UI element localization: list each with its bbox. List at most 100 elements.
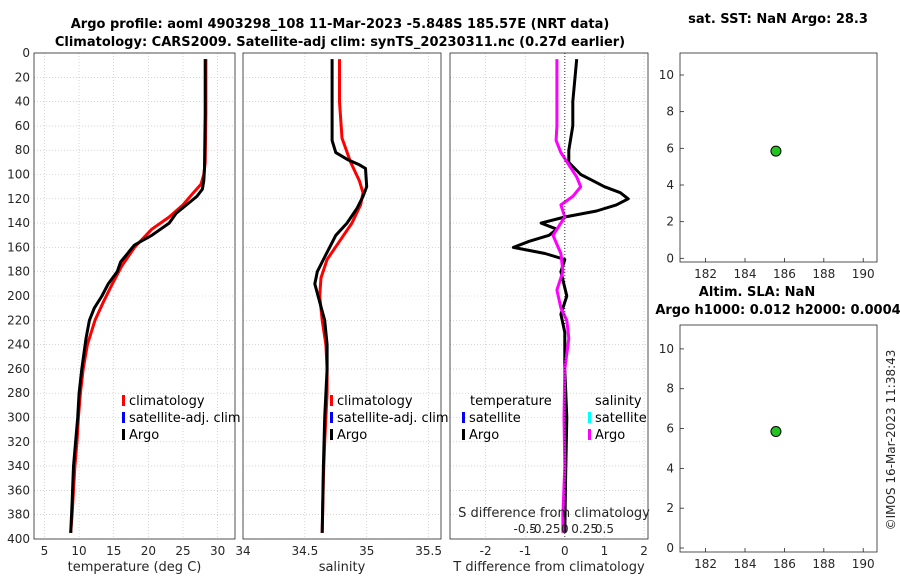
- depth-tick-label: 200: [7, 289, 30, 303]
- temperature-panel: 0 20 40 60 80 100 120 140 160 180 200 220 240 260 280 3…: [7, 46, 241, 575]
- depth-tick-label: 40: [15, 95, 30, 109]
- x-tick-label: 2: [640, 544, 648, 558]
- x-tick-label: 35: [359, 544, 374, 558]
- imos-watermark: ©IMOS 16-Mar-2023 11:38:43: [884, 350, 898, 531]
- plot-frame: [679, 52, 878, 263]
- plot-frame: [33, 52, 236, 540]
- x-tick-label: 190: [852, 557, 875, 571]
- depth-tick-label: 100: [7, 168, 30, 182]
- x-tick-label: 35.5: [415, 544, 442, 558]
- x-tick-label: 188: [812, 557, 835, 571]
- x-tick-label: 25: [175, 544, 190, 558]
- y-tick-label: 10: [659, 68, 674, 82]
- legend-swatch: [462, 412, 465, 423]
- legend-title-salinity: salinity: [595, 394, 642, 409]
- depth-tick-label: 400: [7, 532, 30, 546]
- x-tick-label: 5: [41, 544, 49, 558]
- x-tick-label: -2: [480, 544, 492, 558]
- sla-panel-subtitle: Argo h1000: 0.012 h2000: 0.0004: [655, 303, 900, 318]
- sla-panel-title: Altim. SLA: NaN: [699, 285, 815, 300]
- depth-tick-label: 120: [7, 192, 30, 206]
- legend-label: satellite: [595, 411, 647, 426]
- series-line-argo: [313, 59, 369, 533]
- plot-frame: [679, 324, 878, 553]
- depth-tick-label: 380: [7, 508, 30, 522]
- x-axis-label: salinity: [319, 560, 366, 575]
- sst-panel-title: sat. SST: NaN Argo: 28.3: [688, 12, 868, 27]
- argo-point: [770, 145, 782, 157]
- legend-swatch: [330, 395, 333, 406]
- legend-label: satellite-adj. clim: [337, 411, 449, 426]
- salinity-diff-tick-label: 0.5: [595, 522, 614, 536]
- x-tick-label: 30: [210, 544, 225, 558]
- x-tick-label: 184: [734, 267, 757, 281]
- y-tick-label: 8: [666, 382, 674, 396]
- depth-tick-label: 80: [15, 143, 30, 157]
- legend-label: satellite-adj. clim: [129, 411, 241, 426]
- salinity-diff-axis-label: S difference from climatology: [458, 506, 650, 521]
- salinity-diff-tick-label: 0.25: [571, 522, 598, 536]
- y-tick-label: 0: [666, 251, 674, 265]
- plot-frame: [242, 52, 442, 540]
- y-tick-label: 4: [666, 178, 674, 192]
- y-tick-label: 0: [666, 541, 674, 555]
- x-tick-label: 20: [141, 544, 156, 558]
- x-tick-label: -1: [519, 544, 531, 558]
- legend-label: climatology: [129, 394, 205, 409]
- y-tick-label: 6: [666, 141, 674, 155]
- legend-title-temperature: temperature: [470, 394, 552, 409]
- depth-tick-label: 160: [7, 240, 30, 254]
- x-tick-label: 186: [773, 557, 796, 571]
- legend-swatch: [330, 429, 333, 440]
- x-tick-label: 182: [694, 557, 717, 571]
- salinity-diff-tick-label: -0.25: [530, 522, 561, 536]
- legend-label: Argo: [595, 428, 625, 443]
- x-axis-label: T difference from climatology: [452, 560, 645, 575]
- legend-swatch: [122, 412, 125, 423]
- x-axis-label: temperature (deg C): [68, 560, 202, 575]
- y-tick-label: 10: [659, 342, 674, 356]
- x-tick-label: 188: [812, 267, 835, 281]
- depth-tick-label: 240: [7, 338, 30, 352]
- legend-swatch: [122, 395, 125, 406]
- x-tick-label: 34: [235, 544, 250, 558]
- depth-tick-label: 180: [7, 265, 30, 279]
- plot-frame: [449, 52, 649, 540]
- x-tick-label: 34.5: [292, 544, 319, 558]
- y-tick-label: 8: [666, 105, 674, 119]
- x-tick-label: 1: [601, 544, 609, 558]
- y-tick-label: 2: [666, 215, 674, 229]
- salinity-panel: 34 34.5 35 35.5 salinity climatology satellite…: [235, 52, 449, 575]
- legend-label: Argo: [129, 428, 159, 443]
- x-tick-label: 10: [71, 544, 86, 558]
- depth-tick-label: 140: [7, 216, 30, 230]
- figure-title-line1: Argo profile: aoml 4903298_108 11-Mar-20…: [71, 17, 610, 32]
- y-tick-label: 4: [666, 461, 674, 475]
- series-line-climatology: [318, 59, 365, 533]
- depth-tick-label: 360: [7, 483, 30, 497]
- legend-swatch: [588, 412, 591, 423]
- x-tick-label: 182: [694, 267, 717, 281]
- legend-label: satellite: [469, 411, 521, 426]
- legend-label: Argo: [469, 428, 499, 443]
- legend-swatch: [462, 429, 465, 440]
- x-tick-label: 190: [852, 267, 875, 281]
- legend-swatch: [330, 412, 333, 423]
- series-line-climatology: [69, 59, 208, 534]
- depth-tick-label: 280: [7, 386, 30, 400]
- x-tick-label: 186: [773, 267, 796, 281]
- sla-panel: 182 184 186 188 190 0 2 4 6 8 10 Altim. SLA: NaN Arg…: [655, 285, 900, 571]
- y-tick-label: 2: [666, 501, 674, 515]
- y-tick-label: 6: [666, 422, 674, 436]
- figure-title-line2: Climatology: CARS2009. Satellite-adj cli…: [55, 35, 625, 50]
- series-line-argo: [69, 59, 207, 533]
- legend-label: Argo: [337, 428, 367, 443]
- depth-tick-label: 340: [7, 459, 30, 473]
- depth-tick-label: 260: [7, 362, 30, 376]
- depth-tick-label: 300: [7, 411, 30, 425]
- depth-tick-label: 60: [15, 119, 30, 133]
- x-tick-label: 15: [106, 544, 121, 558]
- x-tick-label: 184: [734, 557, 757, 571]
- depth-tick-label: 20: [15, 70, 30, 84]
